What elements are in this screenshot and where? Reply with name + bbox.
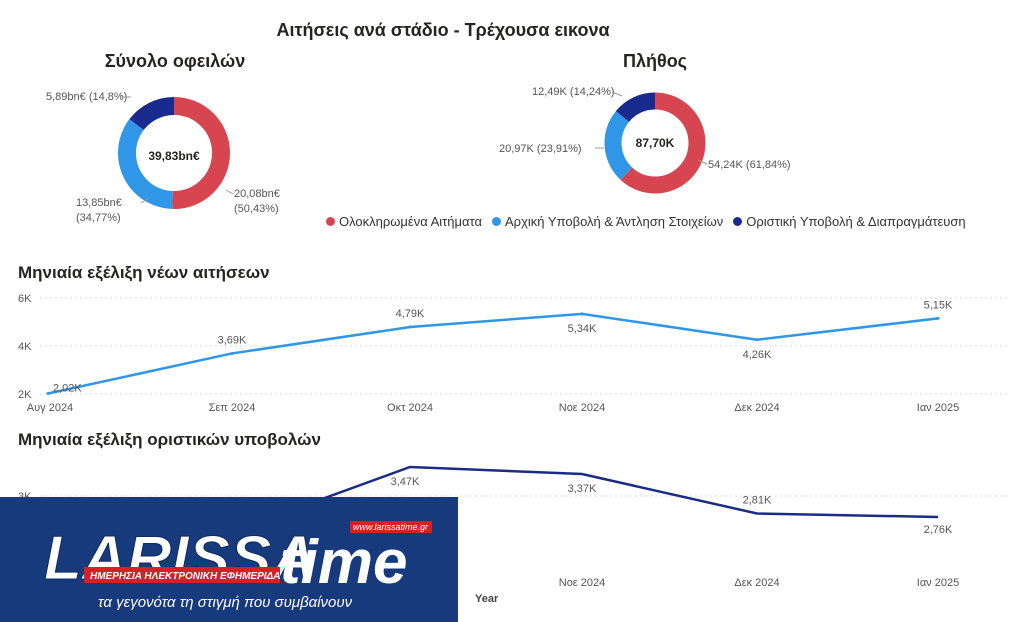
donut1-label-blue-pct: (34,77%): [76, 212, 121, 224]
line2-title: Μηνιαία εξέλιξη οριστικών υποβολών: [18, 430, 321, 449]
donut2-labels: 12,49K (14,24%) 54,24K (61,84%) 20,97K (…: [499, 86, 791, 171]
donut2-label-blue: 20,97K (23,91%): [499, 143, 582, 155]
legend-item-completed[interactable]: Ολοκληρωμένα Αιτήματα: [326, 214, 482, 229]
data-label: 5,34K: [568, 323, 597, 335]
logo-url: www.larissatime.gr: [353, 522, 429, 532]
data-label: 2,02K: [53, 383, 82, 395]
page-title: Αιτήσεις ανά στάδιο - Τρέχουσα εικονα: [276, 20, 610, 40]
logo-tagline: ΗΜΕΡΗΣΙΑ ΗΛΕΚΤΡΟΝΙΚΗ ΕΦΗΜΕΡΙΔΑ: [90, 571, 280, 582]
data-point: [408, 325, 412, 329]
y-tick-label: 4K: [18, 341, 32, 353]
donut-slice-1[interactable]: [118, 97, 230, 209]
x-tick-label: Δεκ 2024: [734, 402, 779, 414]
data-label: 4,26K: [743, 349, 772, 361]
series-line: [47, 312, 939, 395]
donut1-center: 39,83bn€: [148, 149, 200, 163]
data-point: [580, 312, 584, 316]
data-point: [230, 351, 234, 355]
donut1-label-red: 20,08bn€: [234, 188, 280, 200]
donut1-labels: 5,89bn€ (14,8%) 20,08bn€ (50,43%) 13,85b…: [46, 91, 280, 224]
data-point: [755, 338, 759, 342]
y-tick-label: 2K: [18, 389, 32, 401]
donut2-label-red: 54,24K (61,84%): [708, 159, 791, 171]
donut-slice-2[interactable]: [118, 97, 230, 209]
data-label: 2,81K: [743, 494, 772, 506]
line-chart-new-applications: 6K 4K 2K 2,02K Αυγ 2024 3,69K Σεπ 2024 4,79K Οκτ…: [18, 293, 1008, 414]
data-label: 2,76K: [924, 524, 953, 536]
y-tick-label: 6K: [18, 293, 32, 305]
donut-count[interactable]: [604, 92, 706, 194]
donut1-title: Σύνολο οφειλών: [104, 51, 246, 71]
donut2-title: Πλήθος: [622, 51, 688, 71]
x-tick-label: Οκτ 2024: [387, 402, 433, 414]
donut-slice-1[interactable]: [604, 92, 706, 194]
donut1-label-red-pct: (50,43%): [234, 203, 279, 215]
data-point: [46, 392, 50, 396]
x-tick-label: Νοε 2024: [559, 402, 606, 414]
legend-item-final[interactable]: Οριστική Υποβολή & Διαπραγμάτευση: [733, 214, 966, 229]
donut1-label-navy: 5,89bn€ (14,8%): [46, 91, 127, 103]
donut-slice-2[interactable]: [604, 92, 706, 194]
data-label: 5,15K: [924, 299, 953, 311]
logo-graphic: LARISSA time ΗΜΕΡΗΣΙΑ ΗΛΕΚΤΡΟΝΙΚΗ ΕΦΗΜΕΡ…: [0, 497, 458, 622]
x-tick-label: Ιαν 2025: [917, 402, 959, 414]
line2-xlabel: Year: [475, 593, 499, 605]
data-label: 4,79K: [396, 308, 425, 320]
logo-slogan: τα γεγονότα τη στιγμή που συμβαίνουν: [98, 594, 353, 611]
line1-title: Μηνιαία εξέλιξη νέων αιτήσεων: [18, 263, 270, 282]
x-tick-label: Αυγ 2024: [27, 402, 73, 414]
logo-name-right: time: [280, 528, 407, 597]
data-point: [936, 316, 940, 320]
data-label: 3,47K: [391, 476, 420, 488]
logo-url-bar: [350, 521, 432, 533]
x-tick-label: Ιαν 2025: [917, 577, 959, 589]
data-label: 3,69K: [218, 334, 247, 346]
donut-legend: Ολοκληρωμένα Αιτήματα Αρχική Υποβολή & Ά…: [326, 214, 966, 229]
logo-tagline-bar: [84, 567, 280, 583]
legend-item-initial[interactable]: Αρχική Υποβολή & Άντληση Στοιχείων: [492, 214, 723, 229]
donut-total-debt[interactable]: [118, 97, 230, 209]
x-tick-label: Δεκ 2024: [734, 577, 779, 589]
x-tick-label: Σεπ 2024: [209, 402, 256, 414]
donut2-label-navy: 12,49K (14,24%): [532, 86, 615, 98]
data-label: 3,37K: [568, 483, 597, 495]
x-tick-label: Νοε 2024: [559, 577, 606, 589]
donut1-label-blue: 13,85bn€: [76, 197, 122, 209]
larissatime-logo[interactable]: LARISSA time ΗΜΕΡΗΣΙΑ ΗΛΕΚΤΡΟΝΙΚΗ ΕΦΗΜΕΡ…: [0, 497, 458, 622]
donut2-center: 87,70K: [636, 136, 675, 150]
